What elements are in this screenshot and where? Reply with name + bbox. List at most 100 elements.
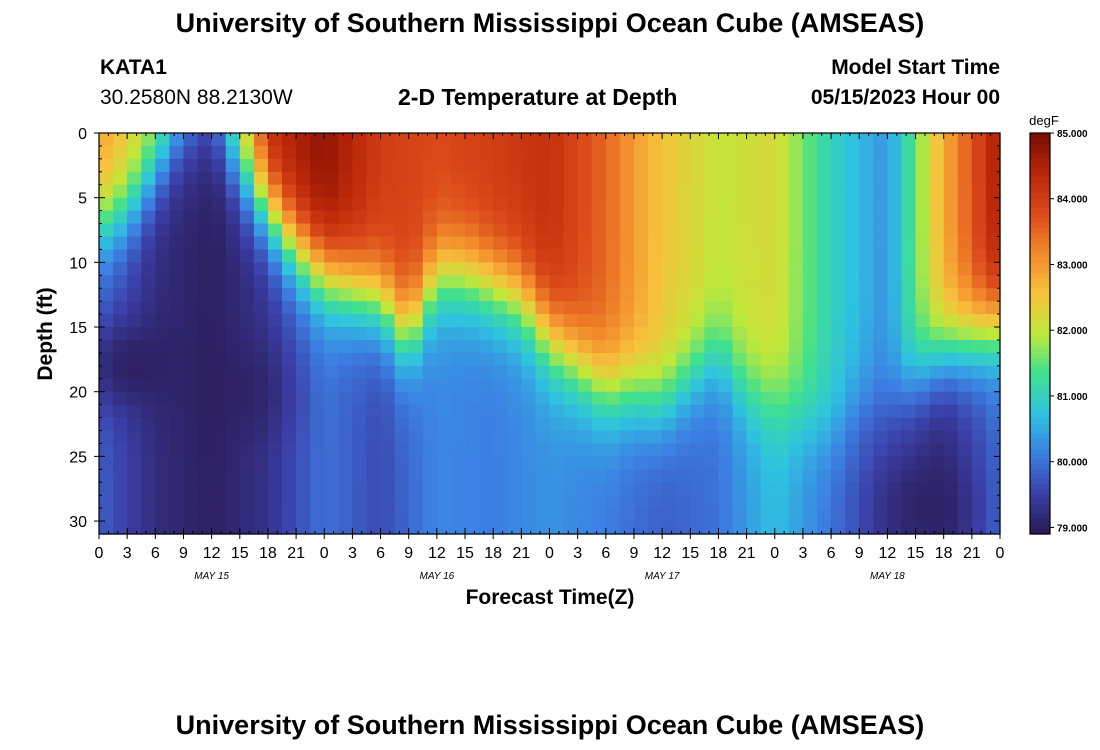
heatmap-cell [436, 482, 452, 496]
heatmap-cell [450, 133, 466, 147]
heatmap-cell [831, 327, 846, 341]
heatmap-cell [141, 262, 156, 276]
heatmap-cell [197, 482, 213, 496]
heatmap-cell [704, 469, 720, 483]
heatmap-cell [985, 339, 1001, 354]
heatmap-cell [239, 391, 255, 406]
heatmap-cell [774, 262, 790, 276]
heatmap-cell [197, 145, 213, 160]
heatmap-cell [535, 508, 551, 522]
heatmap-cell [155, 417, 170, 432]
heatmap-cell [577, 327, 593, 341]
heatmap-cell [450, 171, 466, 186]
heatmap-cell [324, 508, 339, 522]
heatmap-cell [788, 469, 804, 483]
heatmap-cell [113, 197, 128, 212]
heatmap-cell [493, 508, 508, 522]
heatmap-cell [648, 262, 663, 276]
x-tick-label: 21 [512, 545, 530, 562]
heatmap-cell [802, 469, 818, 483]
heatmap-cell [338, 158, 354, 173]
heatmap-cell [929, 417, 945, 432]
heatmap-cell [563, 456, 579, 470]
heatmap-cell [99, 365, 114, 380]
heatmap-cell [296, 327, 311, 341]
heatmap-cell [422, 184, 438, 199]
heatmap-cell [915, 430, 931, 445]
colorbar-segment [1030, 443, 1050, 450]
heatmap-cell [507, 236, 522, 251]
heatmap-cell [394, 417, 410, 432]
heatmap-cell [690, 391, 705, 406]
heatmap-cell [774, 495, 790, 509]
heatmap-cell [563, 197, 579, 212]
heatmap-cell [535, 301, 551, 315]
x-tick-label: 15 [456, 545, 474, 562]
heatmap-cell [225, 288, 241, 302]
heatmap-cell [422, 352, 438, 367]
heatmap-cell [746, 469, 762, 483]
heatmap-cell [253, 456, 269, 470]
heatmap-cell [436, 223, 452, 238]
heatmap-cell [802, 171, 818, 186]
heatmap-cell [422, 495, 438, 509]
x-tick-label: 0 [996, 545, 1005, 562]
x-axis-label: Forecast Time(Z) [466, 586, 635, 609]
heatmap-cell [253, 327, 269, 341]
heatmap-cell [366, 210, 382, 225]
heatmap-cell [296, 482, 311, 496]
heatmap-cell [887, 508, 903, 522]
heatmap-cell [352, 404, 368, 419]
x-tick-label: 12 [653, 545, 671, 562]
heatmap-cell [985, 197, 1001, 212]
heatmap-cell [774, 249, 790, 263]
heatmap-cell [732, 301, 748, 315]
heatmap-cell [957, 145, 973, 160]
heatmap-cell [197, 521, 213, 535]
heatmap-cell [676, 469, 691, 483]
heatmap-cell [929, 223, 945, 238]
heatmap-cell [324, 314, 339, 328]
heatmap-cell [816, 223, 832, 238]
heatmap-cell [859, 314, 874, 328]
heatmap-cell [943, 365, 959, 380]
heatmap-cell [169, 288, 185, 302]
heatmap-cell [690, 133, 705, 147]
x-tick-label: 21 [738, 545, 756, 562]
heatmap-cell [225, 184, 241, 199]
heatmap-cell [380, 158, 396, 173]
heatmap-cell [746, 171, 762, 186]
heatmap-cell [507, 378, 522, 393]
heatmap-cell [479, 133, 494, 147]
heatmap-cell [366, 482, 382, 496]
heatmap-cell [929, 197, 945, 212]
heatmap-cell [718, 430, 734, 445]
heatmap-cell [760, 404, 776, 419]
heatmap-cell [267, 327, 283, 341]
heatmap-cell [732, 378, 748, 393]
heatmap-cell [169, 352, 185, 367]
heatmap-cell [408, 210, 424, 225]
heatmap-cell [816, 391, 832, 406]
heatmap-cell [591, 417, 607, 432]
heatmap-cell [324, 301, 339, 315]
chart-subtitle: 2-D Temperature at Depth [398, 84, 678, 110]
heatmap-cell [901, 391, 917, 406]
heatmap-cell [788, 314, 804, 328]
heatmap-cell [760, 417, 776, 432]
heatmap-cell [831, 249, 846, 263]
heatmap-cell [296, 223, 311, 238]
heatmap-cell [282, 352, 297, 367]
heatmap-cell [352, 158, 368, 173]
heatmap-cell [577, 482, 593, 496]
heatmap-cell [197, 249, 213, 263]
heatmap-cell [929, 314, 945, 328]
heatmap-cell [127, 339, 142, 354]
heatmap-cell [324, 327, 339, 341]
heatmap-cell [619, 482, 635, 496]
heatmap-cell [760, 262, 776, 276]
heatmap-cell [957, 158, 973, 173]
heatmap-cell [479, 404, 494, 419]
heatmap-cell [704, 171, 720, 186]
heatmap-cell [127, 417, 142, 432]
